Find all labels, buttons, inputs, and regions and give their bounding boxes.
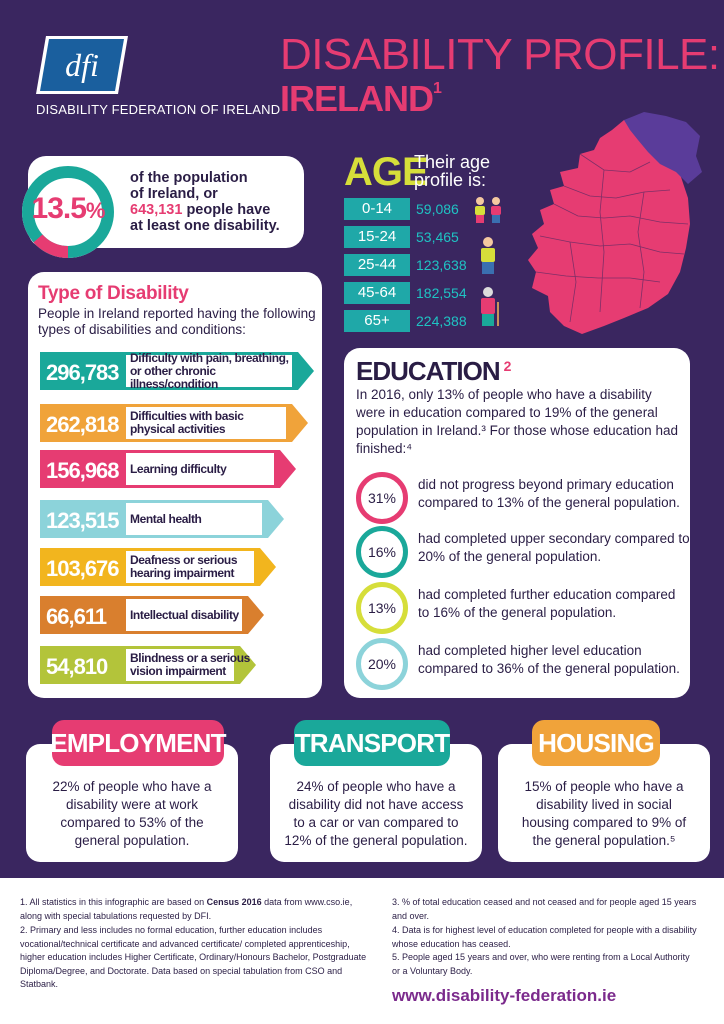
age-range-25-44: 25-44 bbox=[344, 254, 410, 276]
bar-label: Blindness or a serious vision impairment bbox=[130, 651, 250, 678]
website-link[interactable]: www.disability-federation.ie bbox=[392, 986, 617, 1005]
education-text-primary: did not progress beyond primary educatio… bbox=[418, 477, 680, 510]
transport-title: TRANSPORT bbox=[294, 720, 450, 766]
education-text-upper-secondary: had completed upper secondary compared t… bbox=[418, 531, 690, 564]
ireland-map bbox=[528, 112, 702, 334]
bar-label: Intellectual disability bbox=[130, 607, 239, 622]
bar-shape bbox=[40, 646, 256, 684]
age-range-15-24: 15-24 bbox=[344, 226, 410, 248]
bar-value: 156,968 bbox=[46, 458, 120, 483]
population-text: of the population of Ireland, or 643,131… bbox=[130, 170, 280, 234]
footnote-3: 3. % of total education ceased and not c… bbox=[392, 897, 697, 921]
page-title: DISABILITY PROFILE: bbox=[280, 30, 720, 79]
age-value-45-64: 182,554 bbox=[416, 285, 467, 301]
population-count: 643,131 bbox=[130, 202, 183, 218]
disability-bar-vision: 54,810 Blindness or a serious vision imp… bbox=[40, 646, 256, 684]
child-icons bbox=[475, 197, 501, 223]
education-text-further: had completed further education compared… bbox=[418, 587, 676, 620]
education-percent-upper-secondary: 16% bbox=[356, 526, 408, 578]
dfi-logo: dfi bbox=[36, 36, 128, 94]
bar-label: Learning difficulty bbox=[130, 461, 227, 476]
age-people-icons bbox=[475, 197, 501, 326]
education-percent-further: 13% bbox=[356, 582, 408, 634]
footnote-2: 2. Primary and less includes no formal e… bbox=[20, 925, 367, 989]
org-name: DISABILITY FEDERATION OF IRELAND bbox=[36, 102, 281, 117]
age-value-25-44: 123,638 bbox=[416, 257, 467, 273]
education-intro: In 2016, only 13% of people who have a d… bbox=[356, 387, 678, 456]
bar-shape bbox=[40, 500, 284, 538]
employment-title: EMPLOYMENT bbox=[50, 720, 227, 766]
education-text-higher: had completed higher level education com… bbox=[418, 643, 680, 676]
education-percent-higher: 20% bbox=[356, 638, 408, 690]
northern-ireland-region bbox=[624, 112, 702, 184]
footnote-5: 5. People aged 15 years and over, who we… bbox=[392, 952, 690, 976]
bar-value: 103,676 bbox=[46, 556, 120, 581]
adult-icon bbox=[481, 237, 495, 274]
age-subtitle: Their age profile is: bbox=[414, 152, 491, 190]
age-range-65-plus: 65+ bbox=[344, 310, 410, 332]
bar-value: 66,611 bbox=[46, 604, 107, 629]
disability-bar-hearing: 103,676 Deafness or serious hearing impa… bbox=[40, 548, 276, 586]
population-donut bbox=[22, 166, 114, 258]
bar-value: 296,783 bbox=[46, 360, 120, 385]
bar-label: Difficulty with pain, breathing, or othe… bbox=[130, 350, 289, 391]
age-title: AGE bbox=[344, 150, 429, 194]
employment-text: 22% of people who have a disability were… bbox=[52, 779, 212, 848]
age-value-65-plus: 224,388 bbox=[416, 313, 467, 329]
disability-bar-physical: 262,818 Difficulties with basic physical… bbox=[40, 404, 308, 442]
bar-shape bbox=[40, 404, 308, 442]
bar-label: Deafness or serious hearing impairment bbox=[130, 553, 238, 580]
education-card bbox=[344, 348, 690, 698]
housing-text: 15% of people who have a disability live… bbox=[521, 779, 687, 848]
bar-shape bbox=[40, 596, 264, 634]
donut-slice bbox=[22, 166, 114, 258]
housing-title: HOUSING bbox=[532, 720, 660, 766]
education-percent-primary: 31% bbox=[356, 472, 408, 524]
age-range-0-14: 0-14 bbox=[344, 198, 410, 220]
logo-letters: dfi bbox=[65, 47, 99, 83]
county-borders bbox=[535, 153, 689, 323]
disability-bar-chronic: 296,783 Difficulty with pain, breathing,… bbox=[40, 350, 314, 391]
education-title: EDUCATION 2 bbox=[356, 356, 511, 386]
title-footnote: 1 bbox=[433, 80, 442, 97]
transport-text: 24% of people who have a disability did … bbox=[284, 779, 468, 848]
footnote-4: 4. Data is for highest level of educatio… bbox=[392, 925, 697, 949]
disability-bar-learning: 156,968 Learning difficulty bbox=[40, 450, 296, 488]
age-value-0-14: 59,086 bbox=[416, 201, 459, 217]
bar-shape bbox=[40, 352, 314, 390]
bar-value: 123,515 bbox=[46, 508, 120, 533]
bar-shape bbox=[40, 548, 276, 586]
senior-icon bbox=[481, 287, 499, 326]
age-range-45-64: 45-64 bbox=[344, 282, 410, 304]
type-title: Type of Disability bbox=[38, 283, 189, 304]
age-value-15-24: 53,465 bbox=[416, 229, 459, 245]
footnote-1: 1. All statistics in this infographic ar… bbox=[20, 897, 353, 921]
bar-value: 262,818 bbox=[46, 412, 120, 437]
bar-value: 54,810 bbox=[46, 654, 108, 679]
bar-shape bbox=[40, 450, 296, 488]
disability-bar-intellectual: 66,611 Intellectual disability bbox=[40, 596, 264, 634]
population-percent: 13.5% bbox=[31, 192, 106, 225]
type-intro: People in Ireland reported having the fo… bbox=[38, 306, 316, 337]
bar-label: Difficulties with basic physical activit… bbox=[130, 409, 244, 436]
bar-label: Mental health bbox=[130, 511, 202, 526]
page-subtitle: IRELAND1 bbox=[280, 78, 442, 119]
disability-bar-mental: 123,515 Mental health bbox=[40, 500, 284, 538]
